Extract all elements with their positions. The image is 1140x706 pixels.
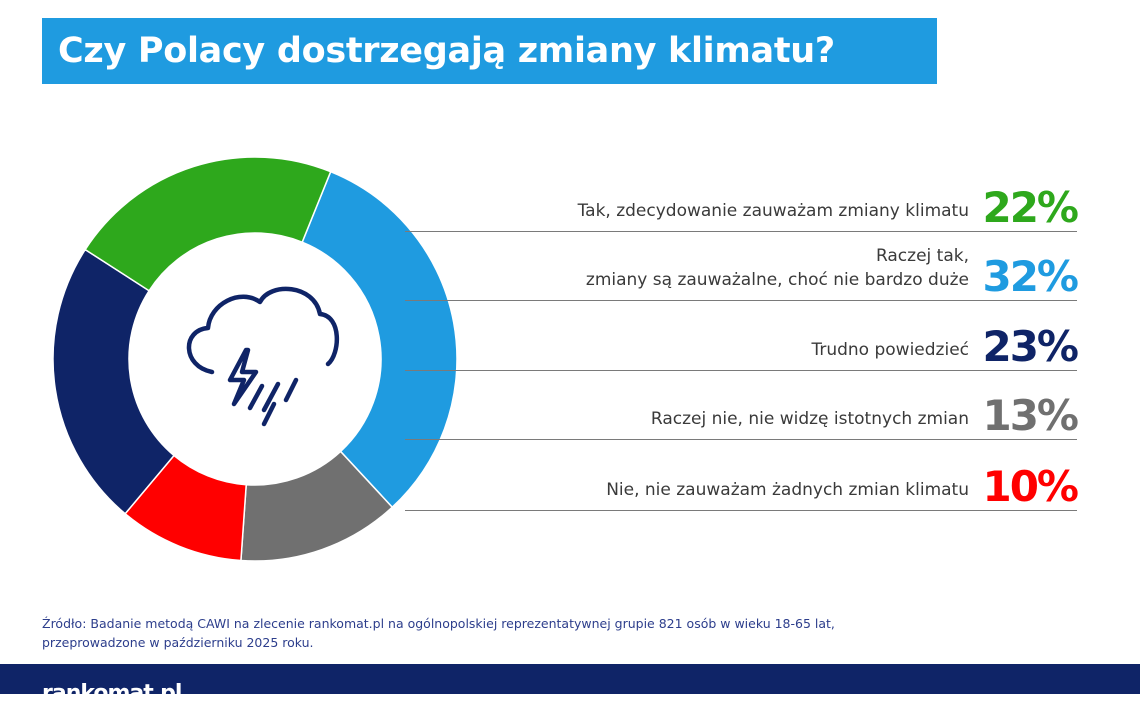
data-label: 23% [982,322,1079,371]
donut-chart [52,156,458,562]
legend-row-3: Trudno powiedzieć 23% [405,310,1079,371]
legend-label: Nie, nie zauważam żadnych zmian klimatu [606,480,969,500]
donut-slice-3 [52,248,176,515]
legend-label: Raczej tak, zmiany są zauważalne, choć ni… [585,246,969,290]
footer-bar [0,664,1140,694]
legend-label: Tak, zdecydowanie zauważam zmiany klimat… [577,201,969,221]
page-title: Czy Polacy dostrzegają zmiany klimatu? [58,31,835,71]
title-banner: Czy Polacy dostrzegają zmiany klimatu? [42,18,937,84]
donut-slice-2 [301,170,458,509]
donut-slice-1 [84,156,332,292]
data-label: 32% [982,252,1079,301]
brand-logo: rankomat.pl [42,681,182,706]
legend-label: Raczej nie, nie widzę istotnych zmian [650,409,969,429]
source-note: Źródło: Badanie metodą CAWI na zlecenie … [42,616,835,650]
storm-cloud-icon [186,286,340,427]
data-label: 13% [982,391,1079,440]
data-label: 22% [982,183,1079,232]
legend-label: Trudno powiedzieć [811,340,969,360]
data-label: 10% [982,462,1079,511]
legend-row-4: Raczej nie, nie widzę istotnych zmian 13% [405,379,1079,440]
donut-hole [130,234,380,484]
legend-row-2: Raczej tak, zmiany są zauważalne, choć ni… [405,240,1079,301]
legend-row-1: Tak, zdecydowanie zauważam zmiany klimat… [405,171,1079,232]
legend-row-5: Nie, nie zauważam żadnych zmian klimatu 1… [405,450,1079,511]
